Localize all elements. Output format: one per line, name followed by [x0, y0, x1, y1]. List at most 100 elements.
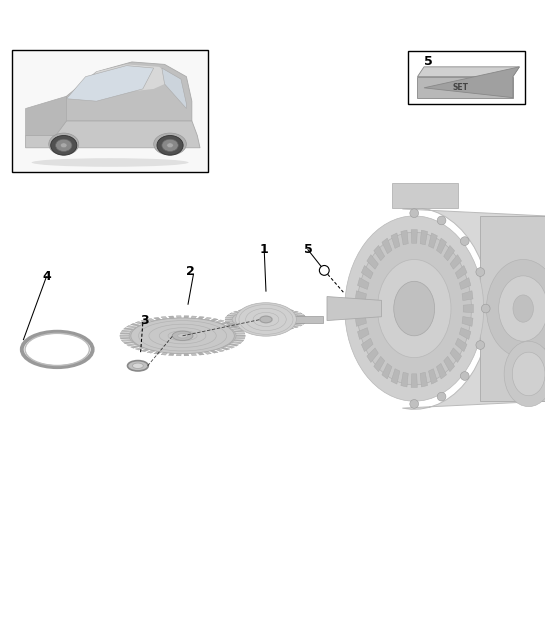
- Circle shape: [410, 209, 419, 217]
- Polygon shape: [417, 67, 519, 77]
- Bar: [408, 51, 525, 104]
- Polygon shape: [450, 255, 462, 269]
- Polygon shape: [122, 339, 131, 342]
- Polygon shape: [401, 372, 408, 387]
- Polygon shape: [437, 364, 446, 379]
- Polygon shape: [120, 333, 130, 334]
- Circle shape: [476, 268, 485, 276]
- Polygon shape: [203, 351, 211, 354]
- Ellipse shape: [235, 303, 296, 336]
- Polygon shape: [234, 339, 244, 342]
- Polygon shape: [450, 348, 462, 362]
- Polygon shape: [392, 183, 458, 208]
- Polygon shape: [411, 230, 417, 243]
- Polygon shape: [184, 316, 189, 319]
- Circle shape: [461, 372, 469, 381]
- Circle shape: [437, 392, 446, 401]
- Polygon shape: [455, 266, 467, 279]
- Polygon shape: [358, 278, 369, 290]
- Ellipse shape: [499, 276, 545, 341]
- Polygon shape: [264, 330, 268, 332]
- Polygon shape: [232, 328, 241, 330]
- Polygon shape: [227, 315, 235, 317]
- Polygon shape: [428, 233, 437, 248]
- Polygon shape: [77, 65, 175, 95]
- Polygon shape: [299, 321, 306, 322]
- Polygon shape: [355, 305, 365, 313]
- Polygon shape: [355, 291, 366, 301]
- Polygon shape: [244, 328, 251, 330]
- Polygon shape: [459, 328, 471, 339]
- Polygon shape: [130, 323, 141, 327]
- Polygon shape: [297, 322, 305, 324]
- Ellipse shape: [128, 360, 148, 371]
- Circle shape: [410, 399, 419, 408]
- Text: SET: SET: [452, 83, 468, 92]
- Polygon shape: [235, 337, 245, 339]
- Polygon shape: [124, 328, 134, 330]
- Polygon shape: [228, 325, 239, 328]
- Polygon shape: [437, 238, 446, 254]
- Polygon shape: [209, 350, 218, 353]
- Polygon shape: [463, 305, 474, 313]
- Polygon shape: [361, 266, 373, 279]
- Circle shape: [481, 304, 490, 313]
- Polygon shape: [244, 308, 251, 311]
- Bar: [12, 50, 208, 172]
- Ellipse shape: [172, 331, 193, 340]
- Polygon shape: [124, 342, 134, 344]
- Polygon shape: [291, 311, 299, 313]
- Polygon shape: [26, 96, 66, 136]
- Polygon shape: [358, 328, 369, 339]
- Polygon shape: [56, 62, 192, 121]
- Polygon shape: [126, 344, 137, 346]
- Ellipse shape: [393, 281, 435, 336]
- Polygon shape: [197, 317, 204, 320]
- Polygon shape: [374, 356, 385, 372]
- Text: 1: 1: [260, 243, 269, 256]
- Ellipse shape: [260, 316, 272, 323]
- Polygon shape: [276, 308, 282, 310]
- Polygon shape: [374, 246, 385, 261]
- Polygon shape: [130, 345, 141, 348]
- Polygon shape: [233, 325, 241, 328]
- Ellipse shape: [167, 143, 173, 148]
- Bar: [266, 316, 323, 323]
- Ellipse shape: [344, 216, 484, 401]
- Ellipse shape: [512, 352, 545, 396]
- Polygon shape: [424, 67, 519, 97]
- Polygon shape: [264, 307, 268, 310]
- Polygon shape: [257, 307, 262, 310]
- Polygon shape: [391, 233, 400, 248]
- Polygon shape: [168, 352, 174, 355]
- Polygon shape: [233, 311, 241, 313]
- Polygon shape: [122, 330, 131, 332]
- Ellipse shape: [51, 136, 77, 155]
- Polygon shape: [234, 330, 244, 332]
- Polygon shape: [238, 327, 245, 329]
- Polygon shape: [215, 349, 225, 352]
- Polygon shape: [220, 347, 230, 350]
- Polygon shape: [215, 320, 225, 323]
- Ellipse shape: [513, 295, 534, 322]
- Ellipse shape: [129, 318, 236, 353]
- Polygon shape: [300, 319, 307, 320]
- Polygon shape: [161, 317, 168, 320]
- Polygon shape: [135, 322, 145, 325]
- Polygon shape: [176, 353, 181, 356]
- Ellipse shape: [178, 333, 187, 338]
- Polygon shape: [250, 329, 256, 331]
- Text: 3: 3: [140, 314, 149, 327]
- Polygon shape: [250, 308, 256, 310]
- Polygon shape: [120, 337, 130, 339]
- Polygon shape: [236, 335, 245, 337]
- Polygon shape: [257, 329, 262, 332]
- Polygon shape: [382, 238, 392, 254]
- Ellipse shape: [232, 310, 300, 330]
- Polygon shape: [294, 313, 302, 315]
- Ellipse shape: [357, 232, 471, 385]
- Polygon shape: [462, 291, 473, 301]
- Polygon shape: [428, 369, 437, 384]
- Polygon shape: [26, 121, 200, 148]
- Polygon shape: [197, 352, 204, 355]
